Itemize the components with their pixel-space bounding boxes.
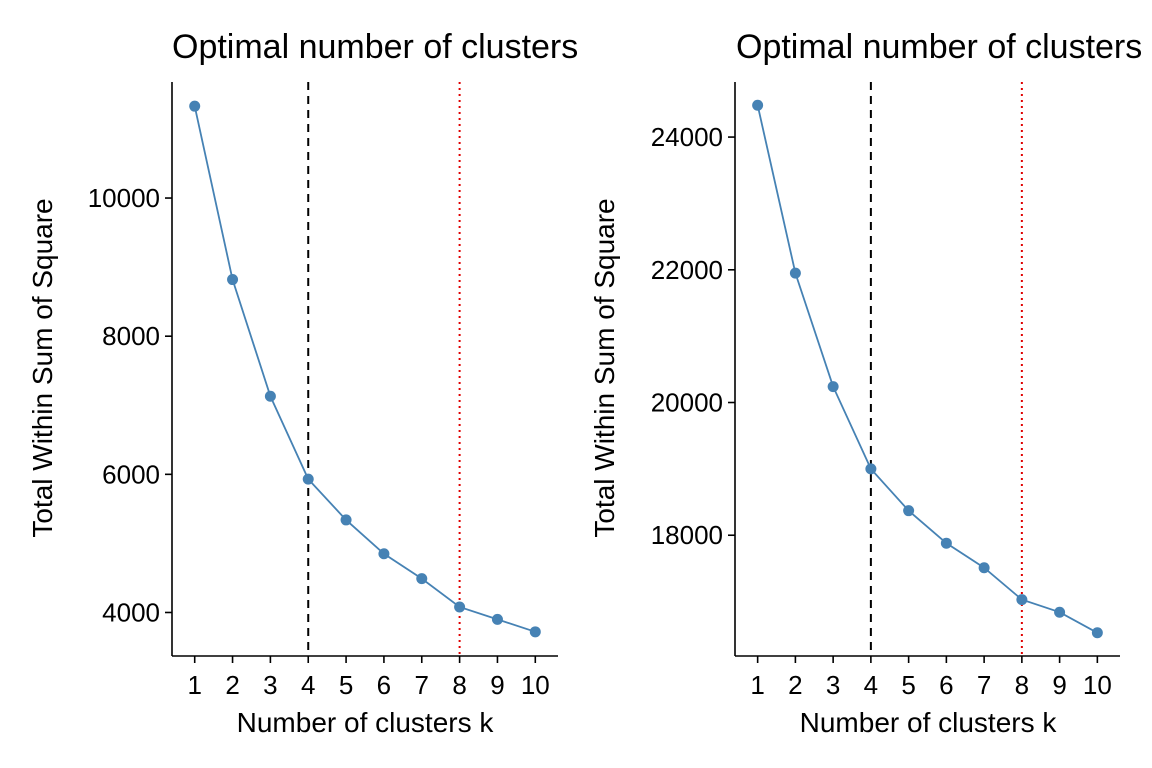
- x-tick-label: 3: [263, 670, 277, 700]
- y-tick-label: 18000: [651, 520, 723, 550]
- data-point: [865, 463, 877, 475]
- x-tick-label: 6: [939, 670, 953, 700]
- y-tick-label: 22000: [651, 255, 723, 285]
- x-tick-label: 6: [377, 670, 391, 700]
- data-point: [827, 381, 839, 393]
- x-axis-title: Number of clusters k: [800, 707, 1058, 738]
- x-axis-title: Number of clusters k: [237, 707, 495, 738]
- y-tick-label: 10000: [88, 183, 160, 213]
- data-point: [378, 548, 390, 560]
- series-line: [756, 105, 1098, 634]
- x-tick-label: 8: [452, 670, 466, 700]
- x-tick-label: 10: [1083, 670, 1112, 700]
- data-point: [491, 613, 503, 625]
- data-point: [978, 562, 990, 574]
- y-tick-label: 24000: [651, 122, 723, 152]
- elbow-chart-left: Optimal number of clusters Number of clu…: [27, 28, 578, 738]
- x-tick-label: 9: [490, 670, 504, 700]
- y-tick-label: 8000: [102, 321, 160, 351]
- y-tick-label: 4000: [102, 597, 160, 627]
- x-tick-label: 8: [1015, 670, 1029, 700]
- data-point: [264, 390, 276, 402]
- x-tick-label: 2: [225, 670, 239, 700]
- data-point: [1054, 606, 1066, 618]
- data-point: [529, 626, 541, 638]
- data-point: [903, 505, 915, 517]
- x-tick-label: 3: [826, 670, 840, 700]
- x-tick-label: 7: [977, 670, 991, 700]
- x-tick-label: 10: [521, 670, 550, 700]
- y-tick-label: 20000: [651, 388, 723, 418]
- series-line: [193, 105, 536, 633]
- x-tick-label: 1: [750, 670, 764, 700]
- data-point: [227, 274, 239, 286]
- x-tick-label: 1: [187, 670, 201, 700]
- data-point: [416, 573, 428, 585]
- chart-title: Optimal number of clusters: [736, 28, 1142, 66]
- data-point: [940, 537, 952, 549]
- x-tick-label: 4: [301, 670, 315, 700]
- data-point: [454, 601, 466, 613]
- x-tick-label: 5: [901, 670, 915, 700]
- x-tick-label: 7: [415, 670, 429, 700]
- data-point: [1016, 594, 1028, 606]
- x-tick-label: 9: [1052, 670, 1066, 700]
- data-point: [302, 473, 314, 485]
- data-point: [789, 267, 801, 279]
- y-axis-title: Total Within Sum of Square: [27, 198, 58, 537]
- data-point: [340, 514, 352, 526]
- data-point: [1091, 627, 1103, 639]
- x-tick-label: 4: [864, 670, 878, 700]
- y-tick-label: 6000: [102, 459, 160, 489]
- chart-title: Optimal number of clusters: [172, 28, 578, 66]
- x-tick-label: 2: [788, 670, 802, 700]
- x-tick-label: 5: [339, 670, 353, 700]
- elbow-chart-right: Optimal number of clusters Number of clu…: [589, 28, 1142, 738]
- y-axis-title: Total Within Sum of Square: [589, 198, 620, 537]
- data-point: [752, 99, 764, 111]
- data-point: [189, 100, 201, 112]
